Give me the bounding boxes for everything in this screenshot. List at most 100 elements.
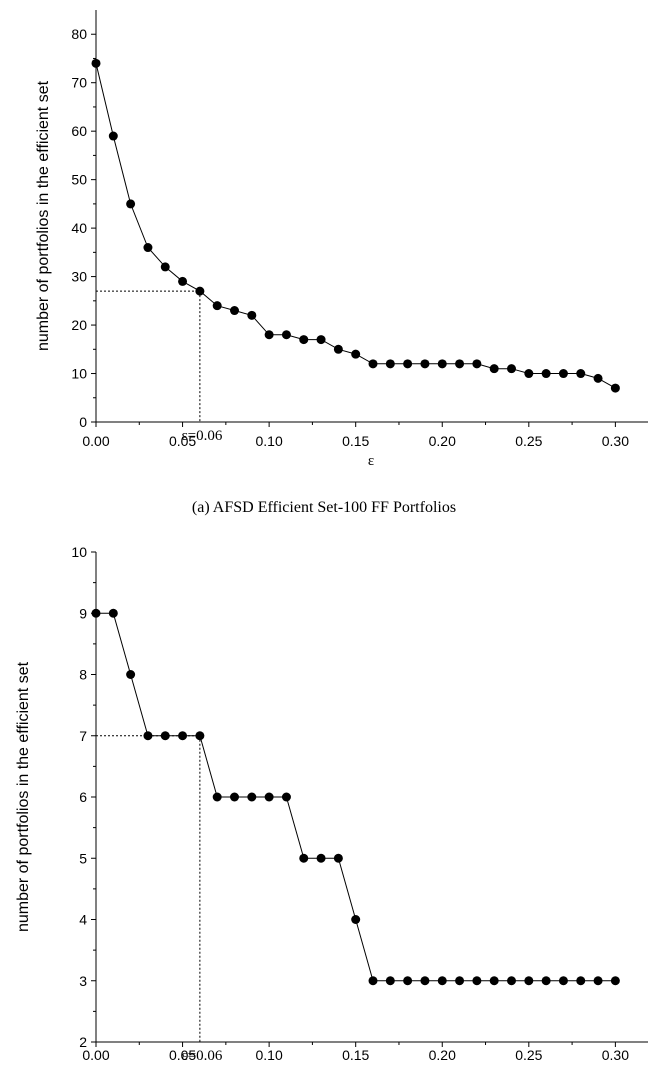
x-tick-label: 0.05 — [169, 1047, 196, 1063]
data-point — [420, 359, 430, 369]
data-point — [178, 731, 188, 741]
epsilon-annotation: ε=0.06 — [181, 1048, 223, 1064]
data-point — [437, 976, 447, 986]
data-point — [610, 383, 620, 393]
data-point — [108, 608, 118, 618]
y-tick-label: 40 — [71, 220, 87, 236]
data-point — [143, 243, 153, 253]
data-point — [91, 608, 101, 618]
data-point — [507, 976, 516, 986]
data-point — [247, 310, 257, 320]
y-axis-title: number of portfolios in the efficient se… — [15, 661, 32, 932]
data-point — [143, 731, 153, 741]
x-tick-label: 0.10 — [256, 1047, 283, 1063]
y-tick-label: 8 — [79, 667, 87, 683]
x-tick-label: 0.20 — [429, 433, 456, 449]
data-point — [455, 359, 465, 369]
data-point — [403, 359, 413, 369]
data-point — [593, 373, 603, 383]
data-point — [195, 731, 205, 741]
data-point — [230, 306, 239, 316]
data-point — [230, 792, 239, 802]
series-line — [95, 63, 616, 389]
chart-a: 0 10 20 30 40 50 60 70 80 0.00 0.05 0.10 0.15 0.20 0.2… — [35, 10, 648, 516]
y-tick-label: 5 — [79, 850, 87, 866]
y-tick-label: 60 — [71, 123, 87, 139]
data-point — [160, 731, 170, 741]
y-tick-label: 2 — [79, 1034, 87, 1050]
data-point — [160, 262, 170, 272]
data-point — [472, 359, 482, 369]
data-point — [437, 359, 447, 369]
data-point — [264, 792, 274, 802]
x-tick-label: 0.10 — [256, 433, 283, 449]
y-axis-title: number of portfolios in the efficient se… — [35, 80, 52, 351]
data-point — [489, 976, 499, 986]
x-tick-label: 0.25 — [515, 433, 542, 449]
x-tick-label: 0.00 — [82, 433, 109, 449]
data-point — [558, 976, 568, 986]
chart-b: 2 3 4 5 6 7 8 9 10 0.00 0.05 0.10 0.15 0.20 0.25 0.30 ε=… — [15, 544, 648, 1077]
data-point — [403, 976, 413, 986]
data-point — [507, 364, 516, 374]
y-tick-label: 3 — [79, 973, 87, 989]
y-tick-label: 30 — [71, 269, 87, 285]
y-tick-label: 7 — [79, 728, 87, 744]
x-tick-label: 0.30 — [602, 1047, 629, 1063]
data-point — [316, 335, 326, 345]
data-point — [333, 853, 343, 863]
chart-caption: (a) AFSD Efficient Set-100 FF Portfolios — [192, 499, 456, 516]
data-point — [541, 976, 551, 986]
x-tick-label: 0.30 — [602, 433, 629, 449]
y-tick-label: 50 — [71, 172, 87, 188]
y-tick-label: 20 — [71, 317, 87, 333]
data-point — [368, 976, 378, 986]
data-point — [472, 976, 482, 986]
x-tick-label: 0.25 — [515, 1047, 542, 1063]
x-axis-title: ε — [368, 453, 374, 469]
data-point — [420, 976, 430, 986]
data-point — [385, 976, 395, 986]
x-tick-label: 0.15 — [342, 1047, 369, 1063]
data-point — [576, 976, 586, 986]
data-point — [333, 344, 343, 354]
epsilon-annotation: ε=0.06 — [181, 428, 223, 444]
data-point — [541, 369, 551, 379]
y-tick-label: 10 — [71, 544, 87, 560]
data-point — [351, 915, 361, 924]
data-point — [576, 369, 586, 379]
y-tick-label: 10 — [71, 366, 87, 382]
data-point — [91, 58, 101, 68]
data-point — [489, 364, 499, 374]
data-point — [351, 349, 361, 359]
data-point — [178, 276, 188, 286]
y-tick-label: 80 — [71, 26, 87, 42]
data-point — [212, 301, 222, 311]
data-point — [281, 792, 291, 802]
y-tick-label: 6 — [79, 789, 87, 805]
data-point — [524, 369, 534, 379]
x-tick-label: 0.20 — [429, 1047, 456, 1063]
data-point — [610, 976, 620, 986]
y-tick-label: 9 — [79, 605, 87, 621]
data-point — [299, 335, 309, 345]
data-point — [316, 853, 326, 863]
data-point — [212, 792, 222, 802]
x-tick-label: 0.15 — [342, 433, 369, 449]
data-point — [558, 369, 568, 379]
data-point — [126, 670, 136, 679]
data-point — [385, 359, 395, 369]
data-point — [195, 286, 205, 296]
data-point — [108, 131, 118, 141]
data-point — [593, 976, 603, 986]
data-point — [247, 792, 257, 802]
y-tick-label: 4 — [79, 912, 87, 928]
x-tick-label: 0.00 — [82, 1047, 109, 1063]
data-point — [368, 359, 378, 369]
y-tick-label: 0 — [79, 414, 87, 430]
series-line — [96, 612, 616, 982]
data-point — [126, 199, 136, 209]
y-tick-label: 70 — [71, 75, 87, 91]
